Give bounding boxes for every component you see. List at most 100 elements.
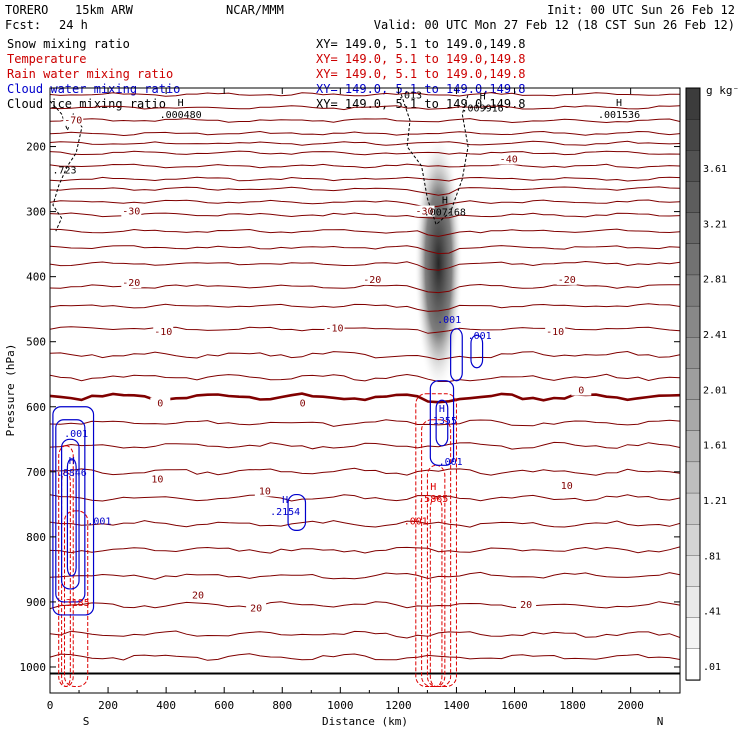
isotherm-label-3: -30 — [122, 207, 140, 218]
isotherm-line-9 — [50, 186, 680, 196]
colorbar-segment-18 — [685, 617, 701, 650]
isotherm-labels: -70 -40 -30 -30 -20 -20 -20 -10 -10 -10 0 0 0 10 10 10 2… — [63, 114, 592, 614]
colorbar-label-10: .01 — [703, 662, 721, 673]
legend: Snow mixing ratio XY= 149.0, 5.1 to 149.0… — [7, 37, 526, 111]
legend-item-4: Cloud water mixing ratio — [7, 82, 180, 96]
isotherm-label-4: -30 — [415, 207, 433, 218]
cloud-water-contour-6 — [435, 399, 449, 447]
isotherm-label-7: -20 — [558, 275, 576, 286]
x-tick-label-4: 600 — [214, 699, 234, 712]
isotherm-line-26 — [50, 546, 680, 554]
colorbar-label-6: 1.61 — [703, 441, 727, 452]
extremum-marker-9: H — [439, 404, 445, 415]
isotherm-label-19: 20 — [520, 600, 532, 611]
cloud-water-contour-5 — [429, 380, 455, 466]
isotherm-label-8: -10 — [154, 327, 172, 338]
isotherm-line-10 — [50, 199, 680, 209]
isotherm-line-22 — [50, 441, 680, 450]
y-tick-label-8: 900 — [26, 596, 46, 609]
model-resolution: 15km ARW — [75, 3, 134, 17]
cloud-water-contours — [52, 328, 484, 616]
extremum-value-8: .001 — [468, 331, 492, 342]
colorbar-label-4: 2.41 — [703, 330, 727, 341]
extremum-value-1: .000480 — [160, 110, 202, 121]
colorbar-segment-12 — [685, 430, 701, 463]
isotherm-label-bg-7 — [556, 273, 577, 285]
isotherm-label-9: -10 — [325, 324, 343, 335]
isotherm-line-28 — [50, 601, 680, 610]
extremum-value-9: .1355 — [427, 416, 457, 427]
colorbar-label-3: 2.81 — [703, 275, 727, 286]
snow-mixing-ratio-shading — [414, 133, 463, 394]
rain-contour-1 — [58, 445, 74, 687]
isotherm-label-bg-15 — [254, 485, 275, 497]
isotherm-line-5 — [50, 140, 680, 146]
cloud-water-contour-3 — [61, 438, 80, 590]
colorbar-segment-15 — [685, 524, 701, 557]
cloud-water-contour-4 — [66, 458, 77, 577]
extremum-marker-2: H — [616, 98, 622, 109]
extrema-labels: H.000480H.001536H.009916.013.723H.007168… — [52, 91, 640, 609]
isotherm-label-11: 0 — [157, 399, 163, 410]
x-axis-title: Distance (km) — [322, 715, 408, 728]
isotherm-label-14: 10 — [151, 475, 163, 486]
isotherm-line-3 — [50, 118, 680, 124]
isotherm-line-17 — [50, 326, 680, 334]
isotherm-label-bg-5 — [121, 277, 142, 289]
isotherm-label-bg-4 — [414, 205, 435, 217]
y-tick-label-3: 400 — [26, 271, 46, 284]
isotherm-label-bg-16 — [556, 480, 577, 492]
isotherm-line-4 — [50, 130, 680, 137]
isotherm-label-2: -40 — [500, 155, 518, 166]
colorbar: 3.61 3.21 2.81 2.41 2.01 1.61 1.21 .81 .41 .01 — [685, 87, 727, 681]
colorbar-segment-3 — [685, 150, 701, 183]
plot-frame — [49, 87, 681, 694]
legend-item-3: Rain water mixing ratio — [7, 67, 173, 81]
isotherm-label-bg-3 — [121, 205, 142, 217]
colorbar-label-5: 2.01 — [703, 385, 727, 396]
y-axis-title: Pressure (hPa) — [4, 344, 17, 437]
isotherm-line-13 — [50, 245, 680, 255]
isotherm-line-11 — [50, 212, 680, 219]
isotherm-line-8 — [50, 176, 680, 182]
colorbar-segment-17 — [685, 586, 701, 619]
extremum-value-7: .001 — [437, 315, 461, 326]
extremum-value-13: .001 — [87, 517, 111, 528]
cloud-ice-contours — [50, 94, 469, 232]
x-axis: 0 200 400 600 800 1000 1200 1400 1600 1800 2000 — [47, 88, 661, 712]
extremum-marker-3: H — [480, 92, 486, 103]
isotherm-label-1: -70 — [64, 116, 82, 127]
isotherm-line-1 — [50, 92, 680, 97]
center-name: NCAR/MMM — [226, 3, 284, 17]
colorbar-label-2: 3.21 — [703, 219, 727, 230]
temperature-isotherms — [50, 92, 680, 675]
x-tick-label-3: 400 — [156, 699, 176, 712]
isotherm-line-14 — [50, 260, 680, 271]
y-tick-label-4: 500 — [26, 336, 46, 349]
extremum-value-2: .001536 — [598, 110, 640, 121]
x-tick-label-2: 200 — [98, 699, 118, 712]
extremum-marker-1: H — [178, 98, 184, 109]
isotherm-label-15: 10 — [259, 486, 271, 497]
extremum-value-10: .001 — [439, 457, 463, 468]
isotherm-label-bg-13 — [571, 384, 592, 396]
isotherm-label-bg-19 — [516, 599, 537, 611]
isotherm-label-10: -10 — [546, 327, 564, 338]
rain-water-contours — [58, 393, 457, 687]
isotherm-label-17: 20 — [192, 590, 204, 601]
extremum-value-14: .2154 — [270, 507, 300, 518]
isotherm-label-13: 0 — [578, 386, 584, 397]
isotherm-label-12: 0 — [300, 399, 306, 410]
y-tick-label-2: 300 — [26, 206, 46, 219]
cloud-water-contour-1 — [52, 406, 95, 616]
legend-xy-1: XY= 149.0, 5.1 to 149.0,149.8 — [316, 37, 526, 51]
isotherm-label-bg-1 — [63, 114, 84, 126]
legend-item-2: Temperature — [7, 52, 86, 66]
cloud-water-contour-9 — [287, 493, 307, 531]
init-time: Init: 00 UTC Sun 26 Feb 12 — [547, 3, 735, 17]
south-label: S — [83, 715, 90, 728]
extremum-value-5: .723 — [52, 165, 76, 176]
isotherm-label-5: -20 — [122, 278, 140, 289]
y-tick-label-1: 200 — [26, 141, 46, 154]
